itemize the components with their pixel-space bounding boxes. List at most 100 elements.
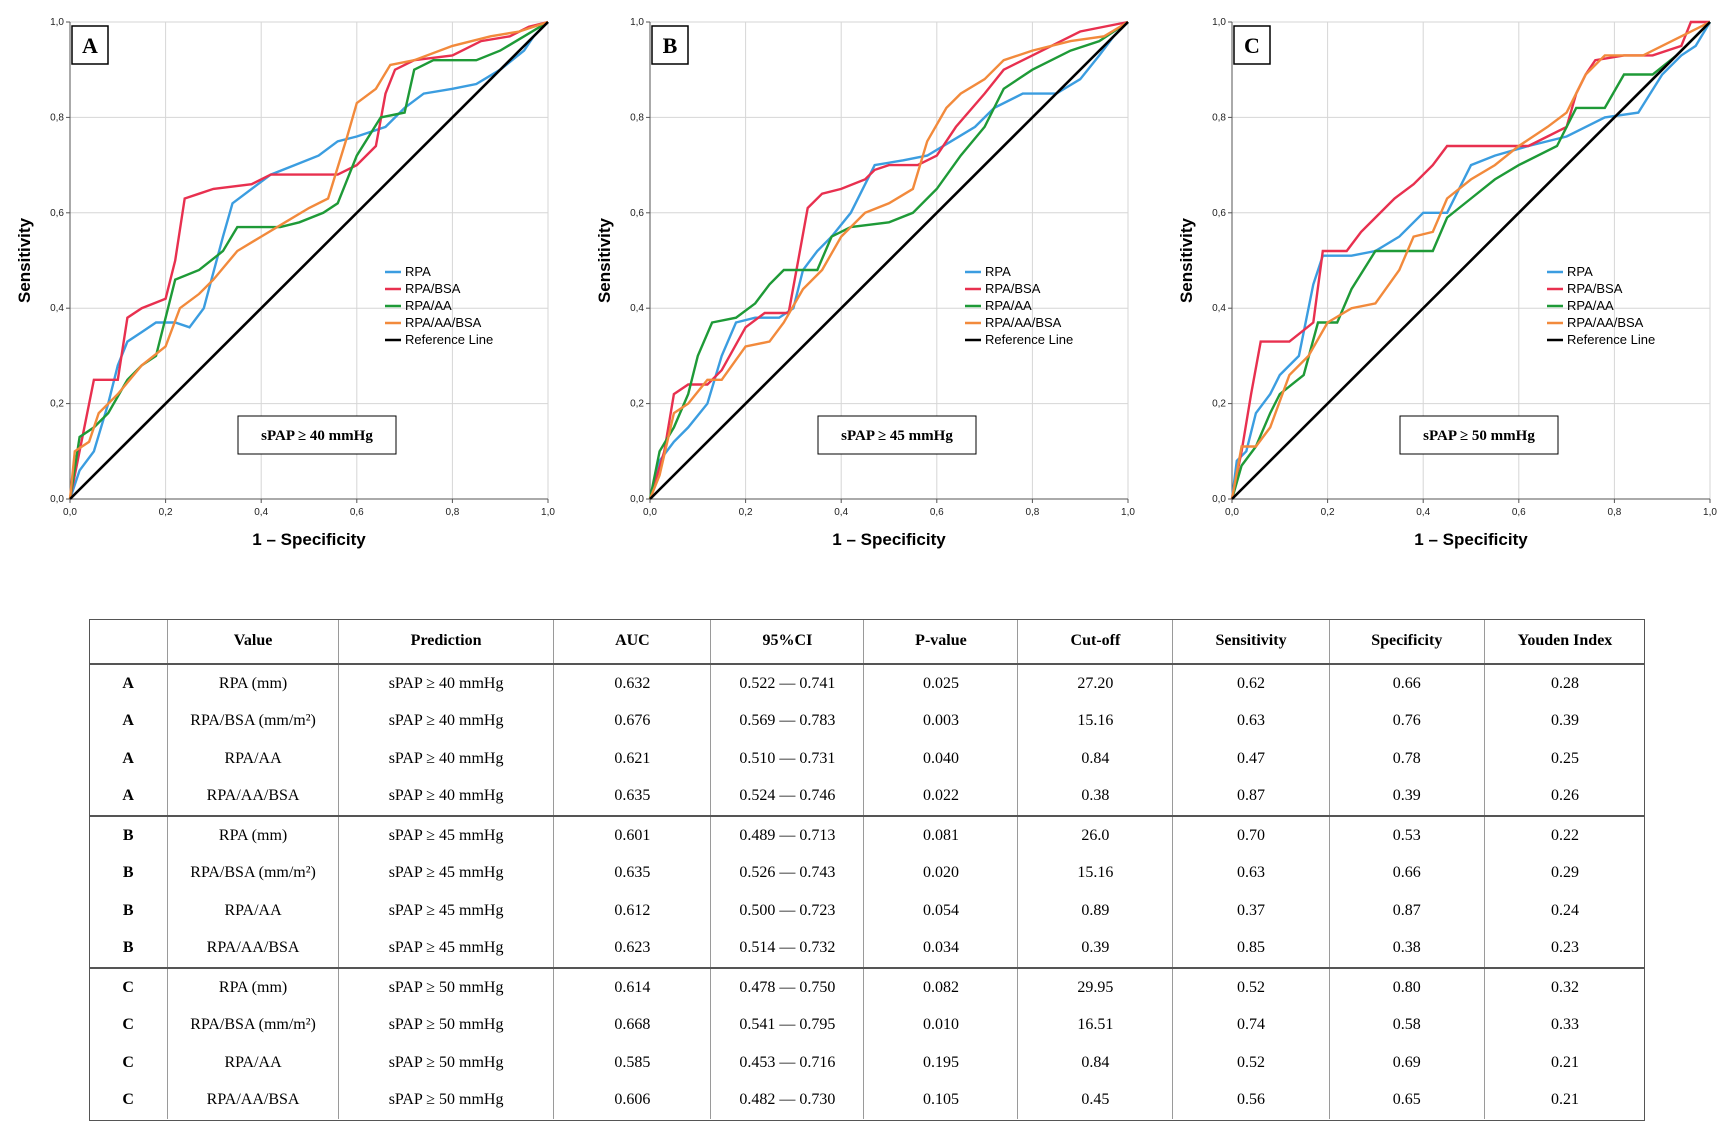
table-header-cell: Specificity bbox=[1328, 619, 1485, 665]
table-cell: 26.0 bbox=[1017, 815, 1173, 855]
table-row: B RPA/AA sPAP ≥ 45 mmHg 0.612 0.500 — 0.723 0… bbox=[89, 892, 1645, 930]
x-axis-title: 1 – Specificity bbox=[832, 530, 946, 549]
table-cell: 0.21 bbox=[1483, 1081, 1645, 1119]
table-cell: sPAP ≥ 45 mmHg bbox=[337, 929, 554, 968]
panel-letter-box bbox=[1233, 25, 1271, 65]
legend-label: RPA/AA/BSA bbox=[1567, 315, 1644, 330]
table-cell: RPA/AA bbox=[167, 892, 339, 930]
table-cell: 0.63 bbox=[1172, 702, 1330, 740]
series-line-reference-line bbox=[649, 21, 1129, 500]
table-row: C RPA/BSA (mm/m²) sPAP ≥ 50 mmHg 0.668 0.541… bbox=[89, 1006, 1645, 1044]
series-line-rpa bbox=[648, 21, 1129, 500]
table-cell: sPAP ≥ 50 mmHg bbox=[337, 967, 554, 1007]
table-cell: 0.69 bbox=[1328, 1044, 1485, 1082]
table-cell: RPA/AA bbox=[167, 740, 339, 778]
table-cell: 0.62 bbox=[1172, 664, 1330, 703]
table-row: A RPA/AA sPAP ≥ 40 mmHg 0.621 0.510 — 0.731 0… bbox=[89, 740, 1645, 778]
table-cell: 0.25 bbox=[1483, 740, 1645, 778]
table-cell: 0.39 bbox=[1483, 702, 1645, 740]
y-axis-title: Sensitivity bbox=[595, 217, 614, 303]
table-cell: 0.39 bbox=[1017, 929, 1173, 968]
table-cell: 27.20 bbox=[1017, 664, 1173, 703]
condition-box bbox=[237, 415, 397, 455]
table-row: C RPA (mm) sPAP ≥ 50 mmHg 0.614 0.478 — 0.75… bbox=[89, 967, 1645, 1007]
table-cell: 0.26 bbox=[1483, 777, 1645, 816]
table-header-cell: Cut-off bbox=[1017, 619, 1173, 665]
table-group-cell: B bbox=[122, 864, 134, 882]
y-tick-label: 0,6 bbox=[1212, 208, 1226, 219]
table-cell: 0.522 — 0.741 bbox=[710, 664, 864, 703]
table-cell: 0.635 bbox=[553, 854, 711, 892]
series-line-rpa-aa bbox=[1230, 21, 1711, 500]
table-cell: sPAP ≥ 40 mmHg bbox=[337, 702, 554, 740]
condition-label: sPAP ≥ 40 mmHg bbox=[261, 428, 373, 444]
roc-charts: 0,0 0,0 0,2 0,2 0,4 0,4 0,6 0,6 0,8 0,8 1,0 1,0 1 – … bbox=[15, 17, 1717, 549]
table-cell: 0.453 — 0.716 bbox=[710, 1044, 864, 1082]
series-line-rpa-aa-bsa bbox=[1230, 20, 1711, 500]
table-cell: 0.84 bbox=[1017, 1044, 1173, 1082]
table-cell: RPA/AA/BSA bbox=[167, 1081, 339, 1119]
legend-label: Reference Line bbox=[1567, 332, 1655, 347]
table-cell: RPA (mm) bbox=[167, 664, 339, 703]
table-header-cell: Prediction bbox=[337, 619, 554, 665]
table-cell: 0.482 — 0.730 bbox=[710, 1081, 864, 1119]
legend-label: Reference Line bbox=[985, 332, 1073, 347]
y-tick-label: 0,0 bbox=[1212, 494, 1226, 505]
legend-label: RPA/AA bbox=[985, 298, 1032, 313]
series-line-rpa-bsa bbox=[648, 20, 1129, 500]
panel-letter: C bbox=[1244, 33, 1260, 58]
table-cell: 0.47 bbox=[1172, 740, 1330, 778]
table-cell: sPAP ≥ 50 mmHg bbox=[337, 1006, 554, 1044]
table-cell: 0.569 — 0.783 bbox=[710, 702, 864, 740]
table-cell: 0.33 bbox=[1483, 1006, 1645, 1044]
x-tick-label: 0,4 bbox=[254, 507, 268, 518]
table-cell: 0.034 bbox=[863, 929, 1018, 968]
table-cell: 0.676 bbox=[553, 702, 711, 740]
table-group-cell: A bbox=[122, 674, 134, 692]
x-tick-label: 0,6 bbox=[930, 507, 944, 518]
table-cell: RPA (mm) bbox=[167, 815, 339, 855]
legend-label: RPA bbox=[985, 264, 1011, 279]
table-cell: 0.500 — 0.723 bbox=[710, 892, 864, 930]
table-cell: sPAP ≥ 40 mmHg bbox=[337, 777, 554, 816]
y-tick-label: 0,8 bbox=[630, 112, 644, 123]
y-tick-label: 0,0 bbox=[50, 494, 64, 505]
table-cell: 0.28 bbox=[1483, 664, 1645, 703]
y-tick-label: 0,2 bbox=[630, 399, 644, 410]
x-axis-title: 1 – Specificity bbox=[1414, 530, 1528, 549]
y-axis-title: Sensitivity bbox=[15, 217, 34, 303]
table-group-cell: C bbox=[89, 967, 168, 1007]
table-cell: 0.37 bbox=[1172, 892, 1330, 930]
table-cell: 0.082 bbox=[863, 967, 1018, 1007]
table-cell: 0.081 bbox=[863, 815, 1018, 855]
table-cell: 0.541 — 0.795 bbox=[710, 1006, 864, 1044]
condition-box bbox=[817, 415, 977, 455]
series-line-rpa-bsa bbox=[68, 20, 549, 500]
table-row: C RPA/AA sPAP ≥ 50 mmHg 0.585 0.453 — 0.716 0… bbox=[89, 1044, 1645, 1082]
table-header-cell: 95%CI bbox=[710, 619, 864, 665]
y-tick-label: 0,4 bbox=[50, 303, 64, 314]
table-cell: 0.003 bbox=[863, 702, 1018, 740]
table-cell: RPA/BSA (mm/m²) bbox=[167, 854, 339, 892]
table-cell: 0.45 bbox=[1017, 1081, 1173, 1119]
table-group-cell: B bbox=[122, 901, 134, 919]
y-tick-label: 1,0 bbox=[1212, 17, 1226, 28]
series-line-rpa-aa-bsa bbox=[68, 20, 549, 500]
table-cell: 0.32 bbox=[1483, 967, 1645, 1007]
table-cell: 0.65 bbox=[1328, 1081, 1485, 1119]
table-cell: 15.16 bbox=[1017, 702, 1173, 740]
table-cell: 0.668 bbox=[553, 1006, 711, 1044]
series-line-rpa-aa bbox=[648, 21, 1129, 500]
table-cell: 0.526 — 0.743 bbox=[710, 854, 864, 892]
table-group-cell: A bbox=[122, 712, 134, 730]
table-cell: 0.56 bbox=[1172, 1081, 1330, 1119]
table-cell: 0.38 bbox=[1017, 777, 1173, 816]
x-tick-label: 0,6 bbox=[1512, 507, 1526, 518]
table-cell: sPAP ≥ 40 mmHg bbox=[337, 664, 554, 703]
y-tick-label: 1,0 bbox=[50, 17, 64, 28]
x-tick-label: 0,2 bbox=[159, 507, 173, 518]
table-group-cell: A bbox=[122, 749, 134, 767]
table-header-cell: Youden Index bbox=[1483, 619, 1645, 665]
results-table: Value Prediction AUC 95%CI P-value Cut-off Sen… bbox=[89, 619, 1645, 1119]
y-tick-label: 0,2 bbox=[1212, 399, 1226, 410]
